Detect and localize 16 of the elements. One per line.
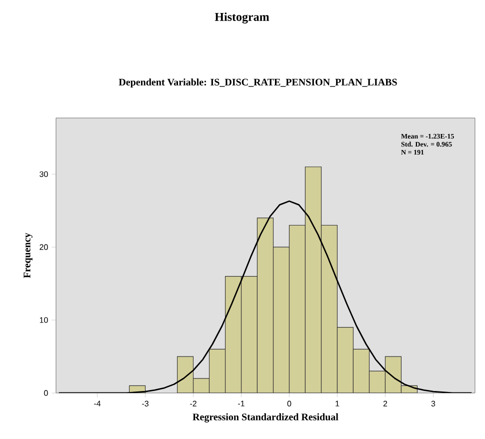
chart-subtitle: Dependent Variable: IS_DISC_RATE_PENSION_PLAN_LIABS <box>118 78 397 88</box>
y-tick-label: 10 <box>40 317 48 323</box>
x-tick-label: 2 <box>383 400 388 406</box>
x-tick-label: -1 <box>238 400 244 406</box>
y-tick-label: 30 <box>40 171 48 177</box>
y-tick-label: 0 <box>44 390 48 396</box>
x-tick-label: -4 <box>94 400 101 406</box>
y-axis-title: Frequency <box>24 232 32 278</box>
x-tick-label: -2 <box>190 400 196 406</box>
x-tick-label: 3 <box>431 400 436 406</box>
chart-title: Histogram <box>214 12 270 24</box>
x-tick-label: 0 <box>287 400 292 406</box>
x-tick-label: -3 <box>142 400 148 406</box>
x-axis-title: Regression Standardized Residual <box>192 413 338 422</box>
y-tick-label: 20 <box>40 244 48 250</box>
x-tick-label: 1 <box>336 400 340 406</box>
